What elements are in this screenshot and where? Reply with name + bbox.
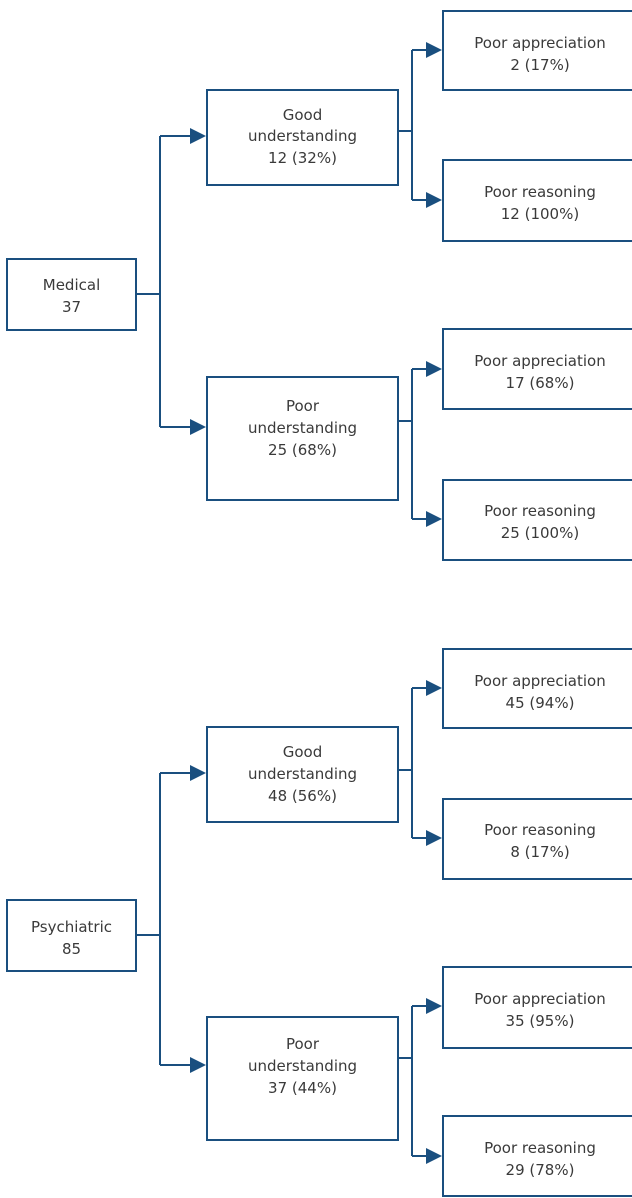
node-label: understanding xyxy=(248,419,357,437)
node-label: Medical xyxy=(43,276,100,294)
psychiatric-root-node: Psychiatric 85 xyxy=(6,899,137,972)
node-label: Poor appreciation xyxy=(474,990,605,1008)
medical-poor-appreciation-node: Poor appreciation 17 (68%) xyxy=(442,328,632,410)
psychiatric-good-reasoning-node: Poor reasoning 8 (17%) xyxy=(442,798,632,880)
node-count: 37 xyxy=(62,298,81,316)
node-label: Good xyxy=(283,106,323,124)
medical-good-reasoning-node: Poor reasoning 12 (100%) xyxy=(442,159,632,242)
node-count: 37 (44%) xyxy=(268,1079,337,1097)
arrow-icon xyxy=(190,419,206,435)
node-count: 8 (17%) xyxy=(510,843,569,861)
psychiatric-poor-understanding-node: Poor understanding 37 (44%) xyxy=(206,1016,399,1141)
node-count: 17 (68%) xyxy=(506,374,575,392)
node-label: Poor appreciation xyxy=(474,352,605,370)
arrow-icon xyxy=(426,511,442,527)
node-label: understanding xyxy=(248,1057,357,1075)
medical-tree: Medical 37 Good understanding 12 (32%) P… xyxy=(6,10,632,561)
arrow-icon xyxy=(190,128,206,144)
node-count: 25 (100%) xyxy=(501,524,579,542)
psychiatric-good-appreciation-node: Poor appreciation 45 (94%) xyxy=(442,648,632,729)
psychiatric-poor-appreciation-node: Poor appreciation 35 (95%) xyxy=(442,966,632,1049)
node-label: Poor appreciation xyxy=(474,34,605,52)
node-label: Poor reasoning xyxy=(484,502,596,520)
node-label: Poor xyxy=(286,397,320,415)
psychiatric-poor-reasoning-node: Poor reasoning 29 (78%) xyxy=(442,1115,632,1197)
node-count: 29 (78%) xyxy=(506,1161,575,1179)
arrow-icon xyxy=(190,1057,206,1073)
node-label: Good xyxy=(283,743,323,761)
node-count: 12 (32%) xyxy=(268,149,337,167)
node-count: 85 xyxy=(62,940,81,958)
node-label: understanding xyxy=(248,765,357,783)
node-count: 48 (56%) xyxy=(268,787,337,805)
node-label: Poor reasoning xyxy=(484,183,596,201)
arrow-icon xyxy=(426,1148,442,1164)
medical-good-appreciation-node: Poor appreciation 2 (17%) xyxy=(442,10,632,91)
psychiatric-tree: Psychiatric 85 Good understanding 48 (56… xyxy=(6,648,632,1197)
medical-root-node: Medical 37 xyxy=(6,258,137,331)
node-label: Poor xyxy=(286,1035,320,1053)
connector-medical-poor-children xyxy=(398,368,426,520)
arrow-icon xyxy=(190,765,206,781)
node-label: Poor appreciation xyxy=(474,672,605,690)
node-count: 12 (100%) xyxy=(501,205,579,223)
connector-medical-root xyxy=(136,136,161,427)
arrow-icon xyxy=(426,192,442,208)
node-count: 45 (94%) xyxy=(506,694,575,712)
node-label: Psychiatric xyxy=(31,918,112,936)
node-count: 25 (68%) xyxy=(268,441,337,459)
arrow-icon xyxy=(426,361,442,377)
medical-poor-understanding-node: Poor understanding 25 (68%) xyxy=(206,376,399,501)
arrow-icon xyxy=(426,680,442,696)
arrow-icon xyxy=(426,830,442,846)
connector-psychiatric-good-children xyxy=(398,687,426,839)
node-label: Poor reasoning xyxy=(484,821,596,839)
connector-psychiatric-poor-children xyxy=(398,1005,426,1157)
node-label: Poor reasoning xyxy=(484,1139,596,1157)
arrow-icon xyxy=(426,998,442,1014)
medical-good-understanding-node: Good understanding 12 (32%) xyxy=(206,89,399,186)
arrow-icon xyxy=(426,42,442,58)
node-count: 35 (95%) xyxy=(506,1012,575,1030)
psychiatric-good-understanding-node: Good understanding 48 (56%) xyxy=(206,726,399,823)
node-label: understanding xyxy=(248,127,357,145)
connector-medical-good-children xyxy=(398,49,426,201)
connector-psychiatric-root xyxy=(136,773,161,1065)
medical-poor-reasoning-node: Poor reasoning 25 (100%) xyxy=(442,479,632,561)
node-count: 2 (17%) xyxy=(510,56,569,74)
